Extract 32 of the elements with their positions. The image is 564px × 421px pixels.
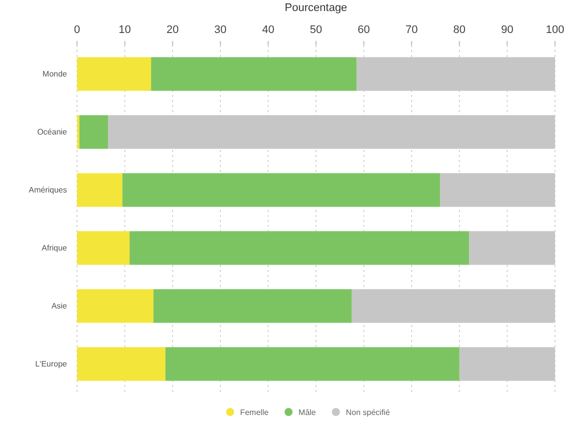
y-tick-label: Afrique xyxy=(42,244,68,253)
x-tick-label: 60 xyxy=(358,24,370,36)
bar xyxy=(165,347,460,381)
bar xyxy=(153,289,352,323)
bar xyxy=(77,231,130,265)
bar xyxy=(151,57,357,91)
bar xyxy=(77,289,154,323)
x-tick-label: 10 xyxy=(118,24,131,36)
x-axis-title: Pourcentage xyxy=(284,2,348,14)
y-tick-label: Monde xyxy=(42,70,68,79)
x-tick-label: 100 xyxy=(546,24,564,36)
legend-label: Non spécifié xyxy=(346,408,390,417)
x-tick-label: 70 xyxy=(405,24,418,36)
y-tick-label: L'Europe xyxy=(35,360,68,369)
bar xyxy=(130,231,469,265)
y-tick-label: Amériques xyxy=(28,186,67,195)
y-tick-label: Océanie xyxy=(37,128,68,137)
bar xyxy=(79,115,108,149)
bar xyxy=(77,347,166,381)
x-tick-label: 90 xyxy=(501,24,514,36)
bar xyxy=(122,173,440,207)
y-tick-label: Asie xyxy=(51,302,68,311)
legend-label: Femelle xyxy=(240,408,270,417)
x-tick-label: 30 xyxy=(214,24,227,36)
x-tick-label: 50 xyxy=(310,24,322,36)
x-tick-label: 40 xyxy=(262,24,274,36)
x-tick-label: 20 xyxy=(166,24,179,36)
bar xyxy=(77,173,122,207)
bar xyxy=(77,57,152,91)
legend-label: Mâle xyxy=(298,408,316,417)
x-tick-label: 80 xyxy=(453,24,466,36)
x-tick-label: 0 xyxy=(74,24,80,36)
